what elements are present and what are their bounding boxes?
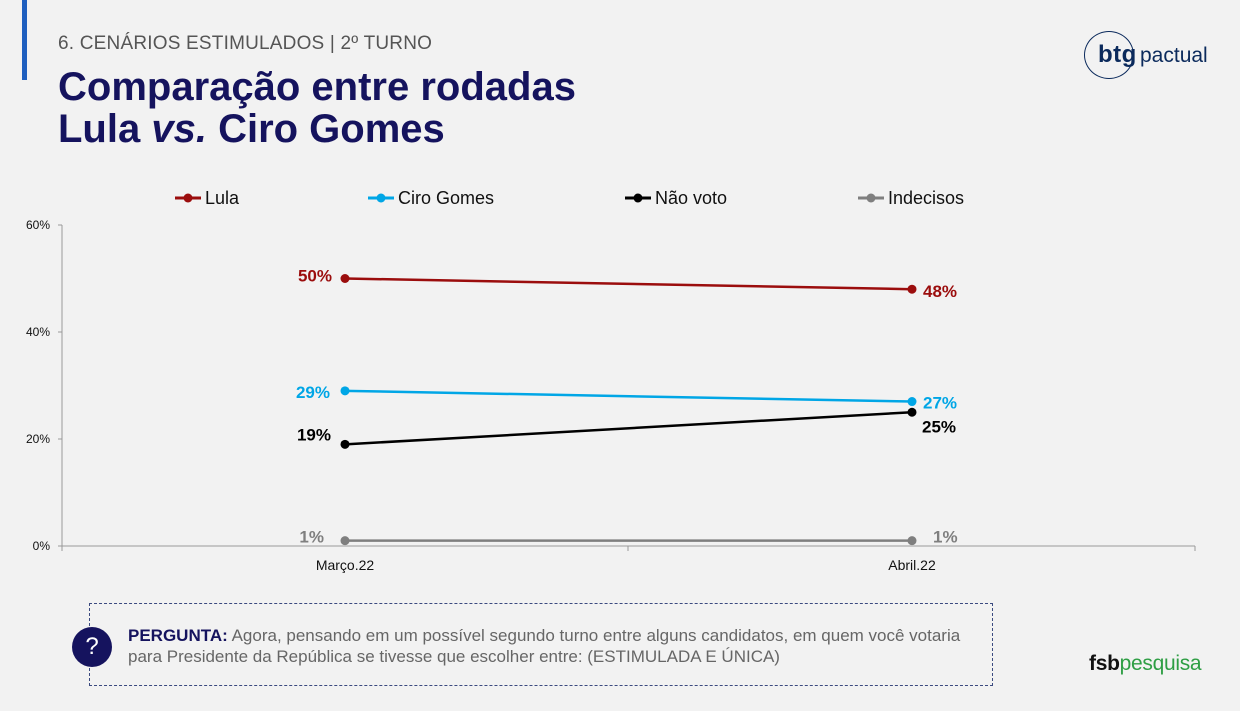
data-point [907,284,917,294]
pesquisa-logo-part: pesquisa [1119,652,1202,675]
legend-swatch-marker [183,193,193,203]
data-label: 50% [298,267,332,286]
y-tick-label: 40% [26,325,50,339]
question-body: Agora, pensando em um possível segundo t… [128,626,961,666]
question-icon: ? [72,627,112,667]
accent-bar [22,0,27,80]
section-label: 6. CENÁRIOS ESTIMULADOS | 2º TURNO [58,33,433,54]
title-line-1: Comparação entre rodadas [58,65,576,109]
x-tick-label: Março.22 [316,557,375,573]
y-tick-label: 0% [33,539,51,553]
x-tick-label: Abril.22 [888,557,936,573]
data-point [907,397,917,407]
y-tick-label: 20% [26,432,50,446]
series-line [344,277,913,291]
data-point [340,274,350,283]
btg-pactual-logo [1084,31,1134,79]
pactual-logo-text: pactual [1140,44,1208,67]
data-point [907,407,917,417]
data-label: 1% [299,528,324,547]
title-part: Ciro Gomes [206,107,445,151]
fsb-logo-part: fsb [1089,652,1120,675]
title-line-2: Lula vs. Ciro Gomes [58,108,576,150]
data-label: 25% [922,417,956,436]
data-point [907,536,917,546]
question-text: PERGUNTA: Agora, pensando em um possível… [128,625,978,667]
legend-entry: Não voto [655,188,727,208]
line-chart: 0% 20% 40% 60% Março.22 Abril.22 Lula Ciro Gome… [26,188,1196,573]
legend-entry: Indecisos [888,188,964,208]
legend-swatch-marker [866,193,876,203]
btg-logo-circle [1084,31,1134,79]
data-label: 27% [923,394,957,413]
legend-entry: Lula [205,188,240,208]
data-label: 48% [923,282,957,301]
series-line [344,411,913,446]
legend-entry: Ciro Gomes [398,188,494,208]
fsb-pesquisa-logo: fsbpesquisa [1089,652,1202,676]
page-title: Comparação entre rodadas Lula vs. Ciro G… [58,66,576,150]
data-label: 29% [296,383,330,402]
series-line [344,389,913,403]
legend-swatch-marker [376,193,386,203]
data-point [340,536,350,546]
title-vs: vs. [151,107,207,151]
data-label: 19% [297,425,331,444]
legend-swatch-marker [633,193,643,203]
btg-logo-text: btg [1098,41,1137,68]
data-point [340,439,350,449]
data-label: 1% [933,528,958,547]
data-point [340,386,350,396]
y-tick-label: 60% [26,218,50,232]
title-part: Lula [58,107,152,151]
question-label: PERGUNTA: [128,626,228,645]
